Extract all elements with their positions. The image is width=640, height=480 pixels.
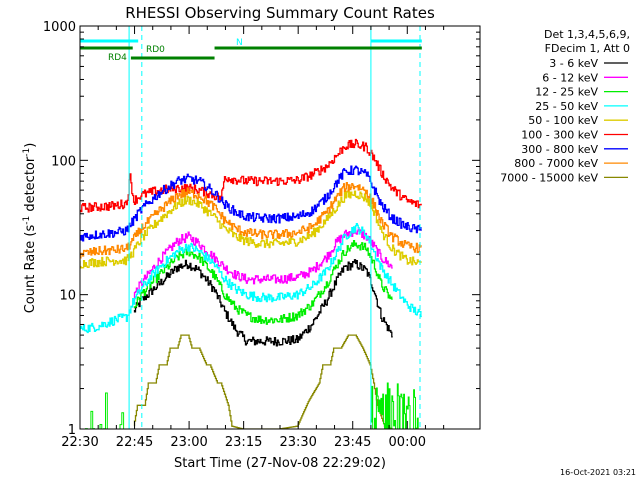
legend-label-6: 100 - 300 keV: [521, 129, 598, 142]
footer-date: 16-Oct-2021 03:21: [560, 468, 636, 477]
y-tick-label-4: 1000: [43, 20, 76, 35]
x-axis-label: Start Time (27-Nov-08 22:29:02): [174, 456, 386, 471]
x-tick-label-1: 22:30: [61, 435, 98, 450]
legend-label-9: 7000 - 15000 keV: [500, 171, 598, 184]
x-tick-label-6: 23:45: [334, 435, 371, 450]
series-line-2: [133, 227, 393, 299]
y-tick-label-2: 10: [59, 289, 76, 304]
y-axis-label-end: ): [23, 143, 38, 148]
legend-label-5: 50 - 100 keV: [528, 114, 598, 127]
x-tick-label-2: 22:45: [116, 435, 153, 450]
x-tick-label-4: 23:15: [225, 435, 262, 450]
series-line-7: [80, 165, 422, 242]
series-line-5: [80, 190, 422, 269]
series-line-3-head: [80, 392, 128, 429]
y-axis-label-sup1: -1: [22, 216, 32, 225]
y-axis-label: Count Rate (s-1 detector-1): [22, 143, 38, 314]
series-line-3: [133, 240, 393, 325]
y-axis-label-main: Count Rate (s: [23, 225, 38, 314]
series-line-1: [133, 259, 393, 347]
legend-header-line-2: FDecim 1, Att 0: [545, 42, 630, 55]
y-tick-label-1: 1: [68, 423, 76, 438]
legend-header-line-1: Det 1,3,4,5,6,9,: [544, 28, 630, 41]
legend-label-1: 3 - 6 keV: [549, 57, 598, 70]
x-tick-label-7: 00:00: [389, 435, 426, 450]
chart-title: RHESSI Observing Summary Count Rates: [125, 4, 435, 22]
series-line-3-tail: [370, 382, 422, 429]
legend-label-8: 800 - 7000 keV: [514, 157, 598, 170]
legend-label-3: 12 - 25 keV: [535, 86, 598, 99]
legend-label-7: 300 - 800 keV: [521, 143, 598, 156]
series-line-6: [80, 138, 422, 213]
series-line-4: [80, 222, 422, 334]
bar-label-n: N: [236, 38, 243, 48]
legend-label-4: 25 - 50 keV: [535, 100, 598, 113]
legend-label-2: 6 - 12 keV: [542, 71, 598, 84]
y-axis-label-sup2: -1: [22, 148, 32, 157]
bar-label-rd0: RD0: [146, 45, 165, 55]
x-tick-label-5: 23:30: [279, 435, 316, 450]
plot-area: [80, 26, 422, 429]
series-line-8: [80, 182, 422, 259]
x-tick-label-3: 23:00: [170, 435, 207, 450]
bar-label-rd4: RD4: [108, 53, 127, 63]
y-axis-label-mid: detector: [23, 156, 38, 216]
series-line-9: [133, 334, 393, 429]
legend: Det 1,3,4,5,6,9, FDecim 1, Att 0 3 - 6 k…: [500, 28, 630, 184]
y-tick-label-3: 100: [51, 154, 76, 169]
